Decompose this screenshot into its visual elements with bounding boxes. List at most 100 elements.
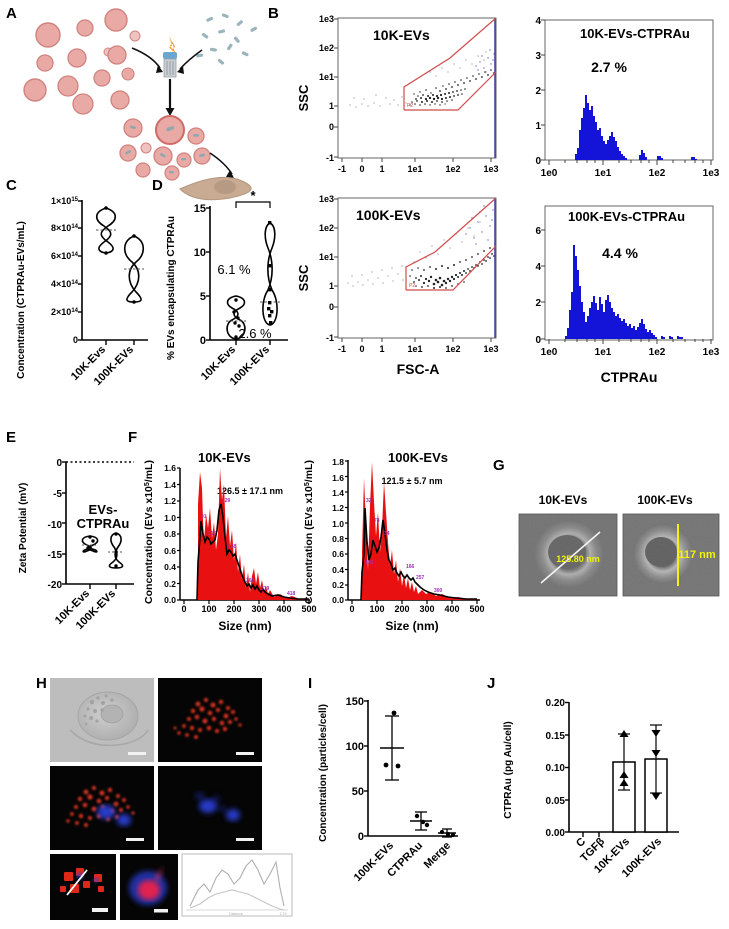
nanoparticle-cluster bbox=[196, 13, 258, 65]
nta-peak-labels-100k: 32 78 34 118 166 257 300 bbox=[365, 498, 443, 594]
svg-text:4×1014: 4×1014 bbox=[51, 279, 79, 289]
violin-10k-e bbox=[81, 535, 99, 553]
tile-dapi-blue bbox=[158, 766, 262, 850]
svg-text:158: 158 bbox=[228, 544, 237, 550]
panel-e-violin: Zeta Potential (mV) 0 -5 -10 -15 -20 EVs- C… bbox=[10, 448, 140, 638]
svg-text:1: 1 bbox=[329, 101, 334, 111]
svg-text:1e3: 1e3 bbox=[319, 194, 334, 204]
scale-bar bbox=[128, 752, 146, 755]
data-point bbox=[651, 750, 661, 757]
data-point bbox=[445, 831, 451, 837]
scatter-title-100k: 100K-EVs bbox=[356, 207, 421, 223]
svg-text:-1: -1 bbox=[338, 344, 346, 354]
tem-title-10k: 10K-EVs bbox=[539, 493, 588, 507]
svg-text:0.2: 0.2 bbox=[332, 580, 344, 590]
svg-text:0.20: 0.20 bbox=[546, 698, 566, 709]
nta-trace-100k bbox=[360, 507, 477, 601]
panel-b-scatter-100k: SSC 1e3 1e2 1e1 1 0 -1 -1 0 1 1e1 1e2 1e3 100K-E… bbox=[290, 190, 505, 395]
svg-text:1e3: 1e3 bbox=[703, 347, 720, 358]
panel-h-microscopy: Distance 2.79 bbox=[50, 678, 293, 920]
svg-text:0: 0 bbox=[359, 344, 364, 354]
tem-image-100k: 117 nm bbox=[622, 513, 720, 597]
bar-100k-evs bbox=[644, 724, 668, 833]
gate-polygon-2 bbox=[405, 197, 497, 290]
svg-text:-1: -1 bbox=[326, 333, 334, 343]
svg-text:0: 0 bbox=[200, 335, 206, 347]
tile-merge bbox=[50, 766, 154, 850]
bar-10k-evs bbox=[612, 730, 636, 833]
annot-2-6-pct: 2.6 % bbox=[238, 326, 272, 341]
svg-text:129: 129 bbox=[222, 498, 231, 504]
axis-label-zeta: Zeta Potential (mV) bbox=[18, 483, 29, 574]
axis-label-fsc: FSC-A bbox=[397, 361, 440, 377]
data-point bbox=[450, 832, 456, 838]
svg-text:1.0: 1.0 bbox=[332, 519, 344, 529]
data-point bbox=[383, 762, 389, 768]
panel-label-b: B bbox=[268, 5, 279, 22]
svg-text:0.6: 0.6 bbox=[332, 549, 344, 559]
nta-peak-labels-10k: 91 116 129 158 266 319 418 bbox=[201, 498, 296, 597]
x-ticks: -1 0 1 1e1 1e2 1e3 bbox=[338, 164, 499, 174]
sonicator-icon bbox=[163, 36, 177, 78]
svg-text:-15: -15 bbox=[48, 550, 63, 561]
nta-trace-10k bbox=[196, 503, 309, 601]
y-ticks-e: 0 -5 -10 -15 -20 bbox=[48, 458, 63, 591]
svg-text:266: 266 bbox=[246, 578, 255, 584]
tile-ctprau-red bbox=[158, 678, 262, 762]
svg-text:1e2: 1e2 bbox=[319, 223, 334, 233]
nta-title-10k: 10K-EVs bbox=[198, 450, 251, 465]
profile-curve-blue bbox=[189, 889, 285, 911]
axis-label-ssc-2: SSC bbox=[296, 264, 311, 291]
axis-label-ctprau-j: CTPRAu (pg Au/cell) bbox=[503, 721, 514, 818]
x-ticks-f1: 0 100 200 300 400 500 bbox=[181, 604, 316, 614]
cat-label-i-2: Merge bbox=[422, 840, 453, 871]
panel-e-title-line2: CTPRAu bbox=[77, 516, 130, 531]
panel-g-tem: 10K-EVs 100K-EVs 125.80 nm 117 nm bbox=[505, 480, 725, 620]
hist2-y-ticks: 6 4 2 0 bbox=[535, 226, 541, 346]
svg-text:0.8: 0.8 bbox=[164, 529, 176, 539]
tem-measure-line-10k bbox=[540, 531, 601, 584]
svg-text:1e1: 1e1 bbox=[319, 72, 334, 82]
y-ticks-i: 0 50 100 150 bbox=[346, 696, 364, 843]
nta-title-100k: 100K-EVs bbox=[388, 450, 448, 465]
x-ticks-2: -1 0 1 1e1 1e2 1e3 bbox=[338, 344, 499, 354]
cat-label-i-0: 100K-EVs bbox=[352, 840, 396, 884]
group-merge bbox=[438, 828, 456, 838]
svg-text:0: 0 bbox=[181, 604, 186, 614]
axis-label-size-f1: Size (nm) bbox=[218, 619, 271, 633]
svg-text:200: 200 bbox=[394, 604, 409, 614]
tile-zoom-single bbox=[120, 854, 178, 920]
y-ticks-d: 0 5 10 15 bbox=[194, 203, 206, 347]
panel-label-f: F bbox=[128, 429, 138, 446]
svg-text:0.05: 0.05 bbox=[546, 796, 566, 807]
profile-line bbox=[66, 869, 88, 896]
svg-text:319: 319 bbox=[261, 586, 270, 592]
svg-text:0.0: 0.0 bbox=[164, 595, 176, 605]
svg-text:1e1: 1e1 bbox=[595, 347, 612, 358]
svg-text:1e3: 1e3 bbox=[483, 344, 498, 354]
panel-a-schematic bbox=[20, 8, 270, 201]
panel-label-a: A bbox=[6, 5, 17, 22]
svg-text:1e1: 1e1 bbox=[407, 164, 422, 174]
hist-y-ticks: 4 3 2 1 0 bbox=[535, 16, 541, 167]
scale-bar bbox=[92, 908, 108, 912]
axis-label-ssc: SSC bbox=[296, 84, 311, 111]
svg-text:32: 32 bbox=[366, 498, 372, 504]
svg-text:257: 257 bbox=[416, 575, 425, 581]
svg-text:1e1: 1e1 bbox=[319, 252, 334, 262]
hist-percent-10k: 2.7 % bbox=[591, 59, 627, 75]
svg-text:5: 5 bbox=[200, 291, 206, 303]
svg-text:0: 0 bbox=[358, 831, 364, 843]
scatter-points bbox=[349, 18, 496, 158]
data-point bbox=[439, 829, 445, 835]
svg-text:1.4: 1.4 bbox=[164, 480, 176, 490]
tile-zoom-merge bbox=[50, 854, 116, 920]
svg-text:0.6: 0.6 bbox=[164, 546, 176, 556]
hist2-x-ticks: 1e0 1e1 1e2 1e3 bbox=[541, 347, 720, 358]
svg-text:2: 2 bbox=[535, 86, 541, 97]
hist-bars bbox=[575, 95, 697, 160]
svg-text:100: 100 bbox=[201, 604, 216, 614]
axis-label-conc-f1: Concentration (EVs x105/mL) bbox=[143, 460, 155, 604]
svg-text:Distance: Distance bbox=[229, 912, 243, 916]
svg-text:1.6: 1.6 bbox=[332, 473, 344, 483]
